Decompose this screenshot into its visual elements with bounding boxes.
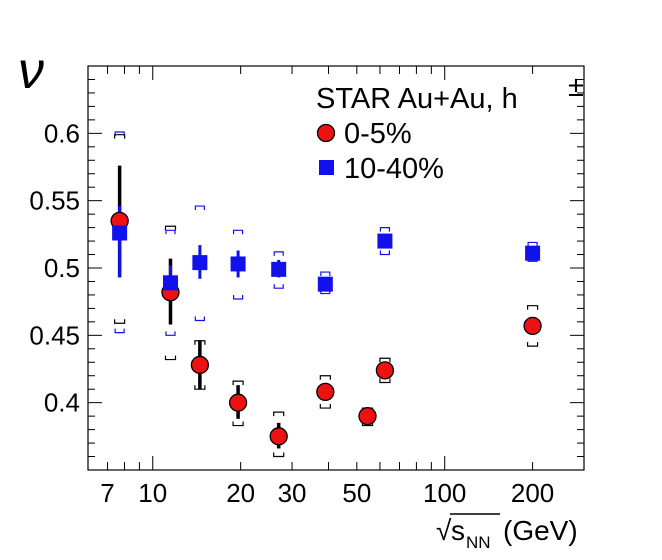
- sys-bracket-upper: [527, 241, 538, 247]
- sys-bracket-lower: [114, 328, 125, 334]
- legend-marker-0-5: [316, 123, 336, 143]
- sys-bracket-upper: [165, 229, 176, 235]
- data-point-10-40: [192, 255, 208, 271]
- x-tick-label: 30: [278, 478, 307, 508]
- sys-bracket-lower: [194, 316, 205, 322]
- sys-bracket-upper: [232, 229, 244, 235]
- sys-bracket-lower: [273, 284, 284, 289]
- sys-bracket-upper: [273, 251, 284, 256]
- x-tick-label: 50: [342, 478, 371, 508]
- sys-bracket-upper: [526, 305, 539, 310]
- sys-bracket-upper: [114, 134, 126, 139]
- legend-marker-10-40: [319, 160, 334, 175]
- legend-label-0-5: 0-5%: [344, 118, 412, 150]
- sys-bracket-upper: [194, 205, 205, 211]
- data-point-0-5: [375, 361, 395, 380]
- plot-frame: [87, 65, 585, 471]
- x-axis-title-unit: (GeV): [503, 515, 578, 546]
- legend-title-superscript: ±: [568, 71, 584, 103]
- axis-ticks: 0.4 0.45 0.5 0.55 0.6 7 10 20 30 50 100 200: [29, 65, 585, 508]
- sys-bracket-upper: [319, 375, 331, 380]
- x-axis-title: √ s NN (GeV): [436, 513, 578, 552]
- data-point-10-40: [230, 256, 246, 272]
- data-markers: [110, 211, 542, 446]
- y-tick-label: 0.45: [29, 320, 80, 350]
- data-point-10-40: [271, 261, 287, 277]
- x-axis-title-subscript: NN: [466, 533, 491, 552]
- legend-label-10-40: 10-40%: [344, 153, 444, 185]
- y-tick-label: 0.6: [44, 118, 80, 148]
- sys-bracket-upper: [164, 225, 177, 231]
- data-point-10-40: [317, 276, 333, 292]
- data-point-10-40: [525, 245, 541, 261]
- sys-bracket-lower: [526, 342, 539, 347]
- y-tick-label: 0.4: [44, 388, 80, 418]
- legend-title: STAR Au+Au, h: [316, 83, 518, 115]
- x-tick-label: 20: [226, 478, 255, 508]
- x-tick-label: 7: [100, 478, 114, 508]
- data-point-0-5: [523, 316, 542, 336]
- sys-bracket-lower: [114, 319, 126, 324]
- sys-bracket-lower: [273, 452, 285, 458]
- sys-bracket-lower: [319, 404, 331, 409]
- sys-bracket-lower: [165, 331, 176, 336]
- sys-bracket-upper: [232, 380, 244, 386]
- data-point-0-5: [316, 382, 335, 402]
- data-point-10-40: [162, 275, 178, 291]
- data-point-0-5: [269, 427, 288, 446]
- sys-bracket-lower: [379, 250, 391, 256]
- sys-bracket-lower: [232, 294, 244, 300]
- sys-bracket-upper: [114, 131, 125, 136]
- y-tick-label: 0.55: [29, 186, 80, 216]
- x-axis-title-root: √: [436, 515, 452, 546]
- sys-bracket-upper: [320, 271, 331, 277]
- legend: STAR Au+Au, h ± 0-5% 10-40%: [316, 71, 584, 185]
- y-axis-title: ν: [18, 42, 44, 100]
- y-tick-label: 0.5: [44, 253, 80, 283]
- sys-bracket-upper: [273, 411, 285, 417]
- x-tick-label: 10: [138, 478, 167, 508]
- sys-bracket-upper: [379, 227, 391, 232]
- x-tick-label: 200: [511, 478, 554, 508]
- sys-bracket-upper: [379, 357, 391, 363]
- sys-bracket-lower: [232, 421, 244, 427]
- sys-bracket-lower: [379, 378, 391, 384]
- data-point-0-5: [358, 406, 377, 426]
- data-point-0-5: [228, 393, 248, 412]
- data-point-10-40: [377, 233, 393, 249]
- x-axis-title-s: s: [451, 515, 465, 546]
- x-tick-label: 100: [423, 478, 466, 508]
- sys-bracket-lower: [164, 355, 177, 361]
- data-point-10-40: [112, 225, 128, 241]
- data-point-0-5: [190, 355, 210, 375]
